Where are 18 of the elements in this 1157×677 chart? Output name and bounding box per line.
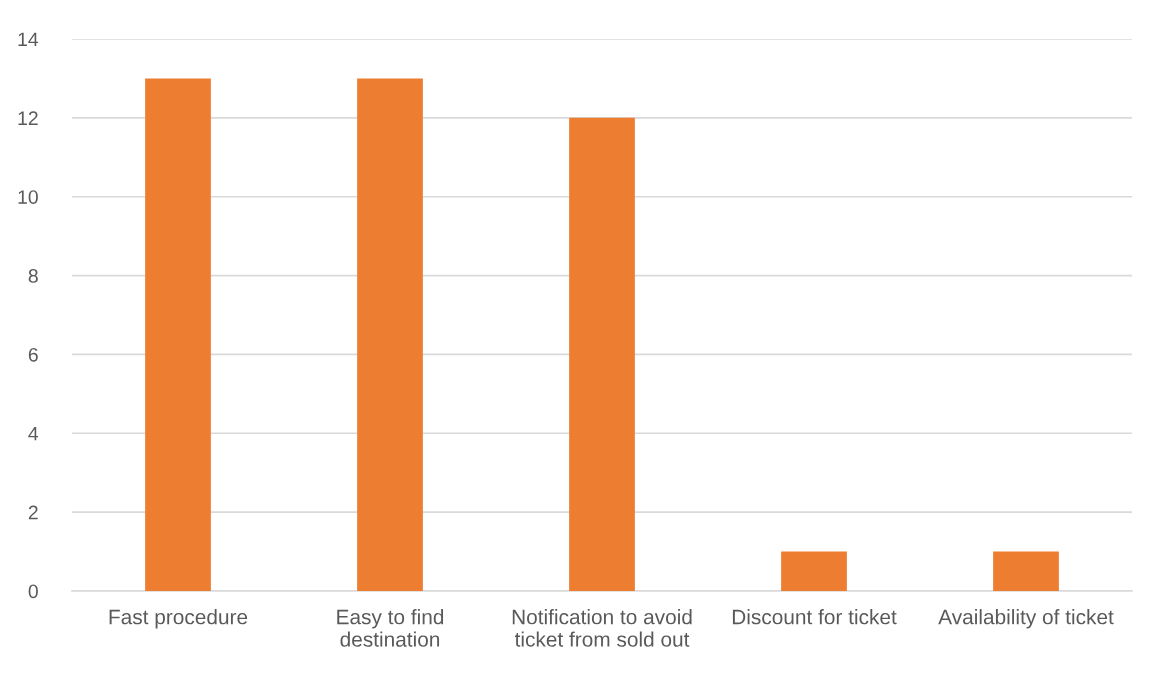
x-tick-label: Discount for ticket bbox=[732, 609, 897, 625]
y-tick-label: 10 bbox=[18, 190, 38, 204]
x-tick-label: Notification to avoid ticket from sold out bbox=[512, 609, 692, 647]
bar bbox=[357, 78, 423, 591]
bar bbox=[569, 117, 635, 591]
y-tick-label: 14 bbox=[18, 32, 39, 47]
y-tick-label: 4 bbox=[28, 426, 39, 441]
bar bbox=[781, 551, 847, 591]
bar bbox=[145, 78, 211, 591]
y-tick-label: 0 bbox=[28, 584, 38, 599]
x-tick-label: Easy to find destination bbox=[337, 609, 444, 647]
y-tick-label: 6 bbox=[28, 347, 38, 362]
x-tick-label: Fast procedure bbox=[109, 609, 248, 629]
y-tick-label: 8 bbox=[28, 269, 38, 283]
y-tick-label: 2 bbox=[28, 505, 38, 520]
y-tick-label: 12 bbox=[18, 111, 38, 125]
bar bbox=[993, 551, 1059, 591]
x-tick-label: Availability of ticket bbox=[938, 609, 1114, 629]
